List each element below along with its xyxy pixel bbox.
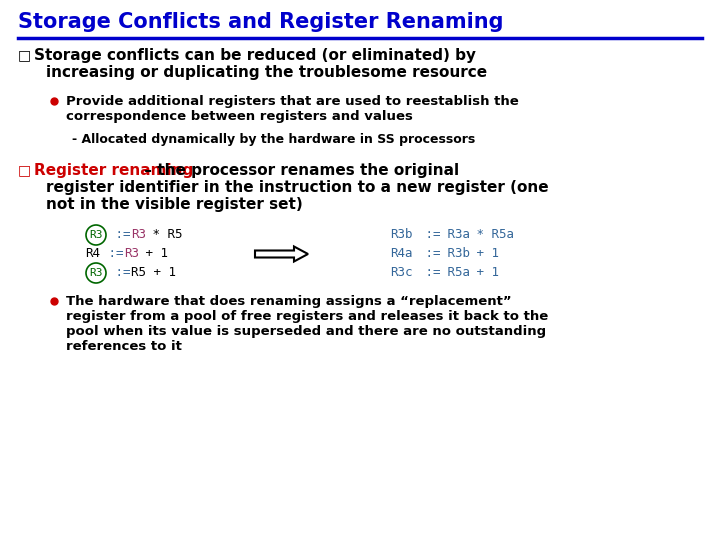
Text: R3: R3 bbox=[89, 230, 103, 240]
Text: * R5: * R5 bbox=[145, 228, 182, 241]
Text: □: □ bbox=[18, 48, 31, 62]
Text: R5a: R5a bbox=[440, 266, 470, 279]
Text: register from a pool of free registers and releases it back to the: register from a pool of free registers a… bbox=[66, 310, 548, 323]
Text: + 1: + 1 bbox=[138, 247, 168, 260]
Text: Register renaming: Register renaming bbox=[34, 163, 193, 178]
Text: R3: R3 bbox=[124, 247, 139, 260]
Text: :=: := bbox=[418, 247, 441, 260]
Text: R4: R4 bbox=[85, 247, 100, 260]
Text: R3a: R3a bbox=[440, 228, 470, 241]
Text: R4a: R4a bbox=[390, 247, 413, 260]
Text: Storage conflicts can be reduced (or eliminated) by: Storage conflicts can be reduced (or eli… bbox=[34, 48, 476, 63]
Text: :=: := bbox=[101, 247, 131, 260]
Text: increasing or duplicating the troublesome resource: increasing or duplicating the troublesom… bbox=[46, 65, 487, 80]
Text: pool when its value is superseded and there are no outstanding: pool when its value is superseded and th… bbox=[66, 325, 546, 338]
Text: □: □ bbox=[18, 163, 31, 177]
Text: R5 + 1: R5 + 1 bbox=[131, 266, 176, 279]
Text: not in the visible register set): not in the visible register set) bbox=[46, 197, 302, 212]
Text: :=: := bbox=[108, 228, 138, 241]
Text: :=: := bbox=[108, 266, 138, 279]
Text: register identifier in the instruction to a new register (one: register identifier in the instruction t… bbox=[46, 180, 549, 195]
Text: The hardware that does renaming assigns a “replacement”: The hardware that does renaming assigns … bbox=[66, 295, 512, 308]
Text: R3b: R3b bbox=[390, 228, 413, 241]
Text: references to it: references to it bbox=[66, 340, 182, 353]
Text: R3c: R3c bbox=[390, 266, 413, 279]
Text: - Allocated dynamically by the hardware in SS processors: - Allocated dynamically by the hardware … bbox=[72, 133, 475, 146]
Text: – the processor renames the original: – the processor renames the original bbox=[138, 163, 459, 178]
Text: + 1: + 1 bbox=[469, 266, 499, 279]
Text: Storage Conflicts and Register Renaming: Storage Conflicts and Register Renaming bbox=[18, 12, 503, 32]
Text: Provide additional registers that are used to reestablish the: Provide additional registers that are us… bbox=[66, 95, 518, 108]
Text: + 1: + 1 bbox=[469, 247, 499, 260]
Text: correspondence between registers and values: correspondence between registers and val… bbox=[66, 110, 413, 123]
Text: :=: := bbox=[418, 228, 441, 241]
Text: R3: R3 bbox=[89, 268, 103, 278]
FancyArrow shape bbox=[255, 246, 308, 261]
Text: * R5a: * R5a bbox=[469, 228, 514, 241]
Text: :=: := bbox=[418, 266, 441, 279]
Text: R3: R3 bbox=[131, 228, 146, 241]
Text: R3b: R3b bbox=[440, 247, 470, 260]
